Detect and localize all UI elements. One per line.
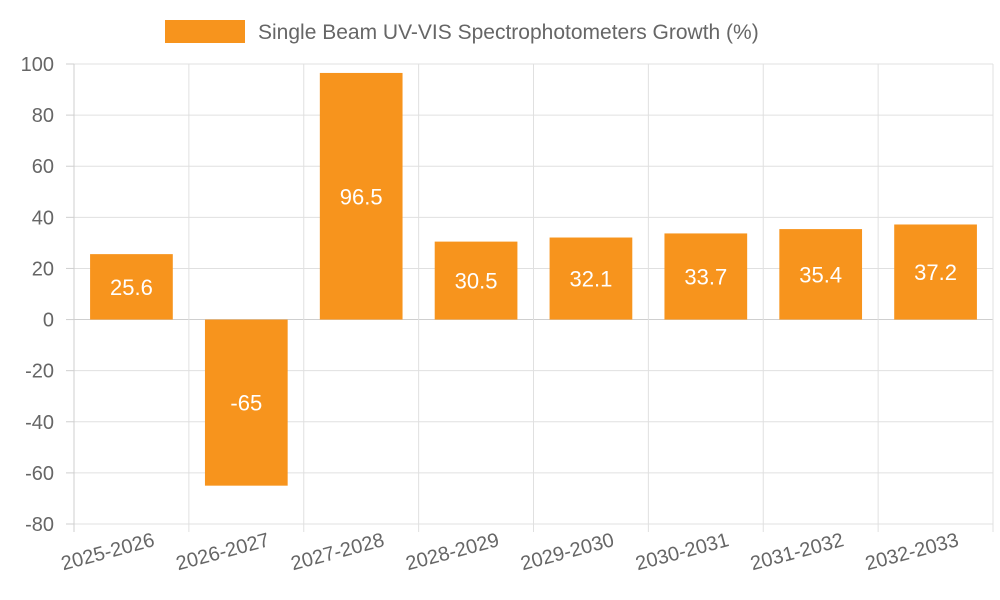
x-tick-label: 2027-2028 bbox=[289, 529, 387, 575]
x-tick-label: 2032-2033 bbox=[863, 529, 961, 575]
bar-value-label: 96.5 bbox=[340, 184, 383, 209]
bar[interactable] bbox=[549, 237, 633, 320]
y-tick-label: -80 bbox=[25, 514, 54, 536]
x-tick-label: 2026-2027 bbox=[174, 529, 272, 575]
y-tick-label: 40 bbox=[32, 207, 54, 229]
y-tick-label: -60 bbox=[25, 463, 54, 485]
bar[interactable] bbox=[204, 319, 288, 486]
y-tick-label: 80 bbox=[32, 105, 54, 127]
y-tick-label: -20 bbox=[25, 361, 54, 383]
bar-value-label: 37.2 bbox=[914, 260, 957, 285]
legend[interactable]: Single Beam UV-VIS Spectrophotometers Gr… bbox=[165, 20, 759, 44]
y-tick-label: -40 bbox=[25, 412, 54, 434]
bar-value-label: 35.4 bbox=[799, 262, 842, 287]
x-tick-label: 2028-2029 bbox=[403, 529, 501, 575]
bar[interactable] bbox=[90, 254, 173, 320]
bar-value-label: 32.1 bbox=[570, 267, 613, 292]
x-tick-label: 2029-2030 bbox=[518, 529, 616, 575]
legend-label[interactable]: Single Beam UV-VIS Spectrophotometers Gr… bbox=[258, 21, 759, 44]
bar-value-label: 25.6 bbox=[110, 275, 153, 300]
bar[interactable] bbox=[319, 72, 403, 320]
bar-value-label: 30.5 bbox=[455, 269, 498, 294]
y-tick-label: 20 bbox=[32, 258, 54, 280]
bar[interactable] bbox=[664, 233, 748, 320]
bar-value-label: 33.7 bbox=[684, 264, 727, 289]
x-tick-label: 2030-2031 bbox=[633, 529, 731, 575]
bars: 25.6 -65 96.5 30.5 32.1 33.7 35.4 37.2 bbox=[90, 72, 977, 486]
bar[interactable] bbox=[779, 229, 863, 320]
x-tick-label: 2031-2032 bbox=[748, 529, 846, 575]
legend-swatch[interactable] bbox=[165, 20, 245, 43]
x-tick-label: 2025-2026 bbox=[59, 529, 157, 575]
y-tick-label: 60 bbox=[32, 156, 54, 178]
y-tick-label: 100 bbox=[21, 54, 54, 76]
bar[interactable] bbox=[434, 241, 518, 320]
bar-value-label: -65 bbox=[230, 391, 262, 416]
y-tick-label: 0 bbox=[43, 310, 54, 332]
bar[interactable] bbox=[894, 224, 977, 320]
